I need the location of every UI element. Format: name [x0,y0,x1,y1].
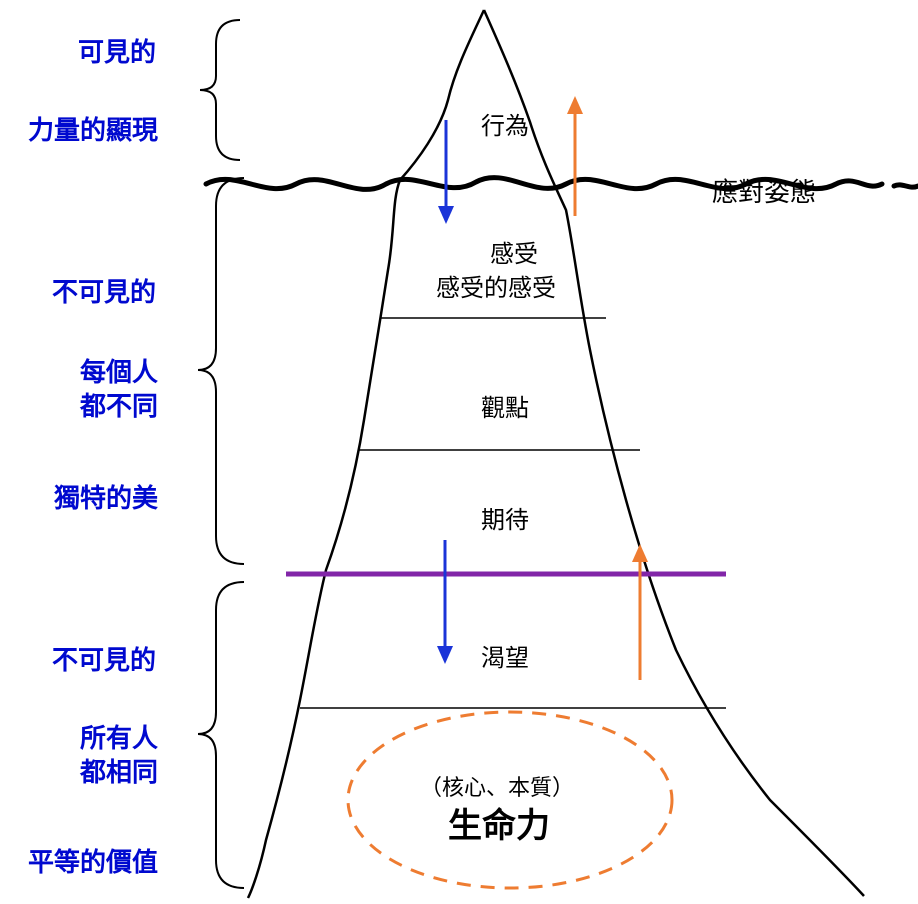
bracket-2 [198,178,244,564]
bracket-3 [198,582,244,888]
iceberg-right-outline [484,10,864,896]
right-label-coping: 應對姿態 [712,172,816,209]
left-label-invisible-1: 不可見的 [52,272,156,309]
arrow-down-top [438,120,454,224]
left-label-power: 力量的顯現 [28,110,158,147]
layer-behavior: 行為 [481,106,529,141]
left-label-unique: 獨特的美 [54,478,158,515]
left-label-everyone-b: 都不同 [80,386,158,423]
layer-feeling-of-feeling: 感受的感受 [436,268,556,303]
left-label-everyone-a: 每個人 [80,352,158,389]
layer-feeling: 感受 [490,234,538,269]
arrow-down-mid [437,540,453,664]
layer-viewpoint: 觀點 [481,388,529,423]
left-label-allpeople-a: 所有人 [80,718,158,755]
left-label-allpeople-b: 都相同 [80,752,158,789]
left-label-equal: 平等的價值 [28,842,158,879]
layer-expectation: 期待 [481,500,529,535]
left-label-invisible-2: 不可見的 [52,640,156,677]
arrow-up-top [567,96,583,216]
bracket-1 [200,20,240,160]
left-label-visible: 可見的 [78,32,156,69]
layer-yearning: 渴望 [481,638,529,673]
layer-core-title: 生命力 [448,798,550,847]
iceberg-left-outline [248,10,484,898]
waterline-tail [894,185,918,187]
